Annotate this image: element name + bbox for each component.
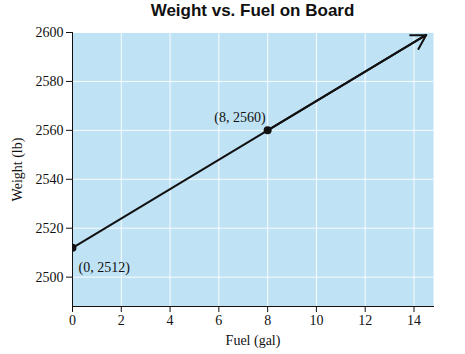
svg-text:2500: 2500 xyxy=(36,270,64,285)
svg-text:14: 14 xyxy=(407,313,421,328)
svg-text:2580: 2580 xyxy=(36,74,64,89)
svg-text:2540: 2540 xyxy=(36,172,64,187)
svg-text:Fuel (gal): Fuel (gal) xyxy=(226,333,281,349)
svg-text:2560: 2560 xyxy=(36,123,64,138)
svg-text:8: 8 xyxy=(264,313,271,328)
html-text:Weight vs. Fuel on Board: Weight vs. Fuel on Board xyxy=(150,1,355,20)
svg-text:0: 0 xyxy=(69,313,76,328)
svg-text:(0, 2512): (0, 2512) xyxy=(79,260,131,276)
svg-text:2600: 2600 xyxy=(36,25,64,40)
svg-text:12: 12 xyxy=(358,313,372,328)
svg-text:10: 10 xyxy=(309,313,323,328)
svg-text:6: 6 xyxy=(215,313,222,328)
svg-text:2: 2 xyxy=(118,313,125,328)
svg-text:2520: 2520 xyxy=(36,221,64,236)
svg-text:4: 4 xyxy=(167,313,174,328)
svg-text:Weight (lb): Weight (lb) xyxy=(10,137,26,201)
svg-text:(8, 2560): (8, 2560) xyxy=(214,110,266,126)
